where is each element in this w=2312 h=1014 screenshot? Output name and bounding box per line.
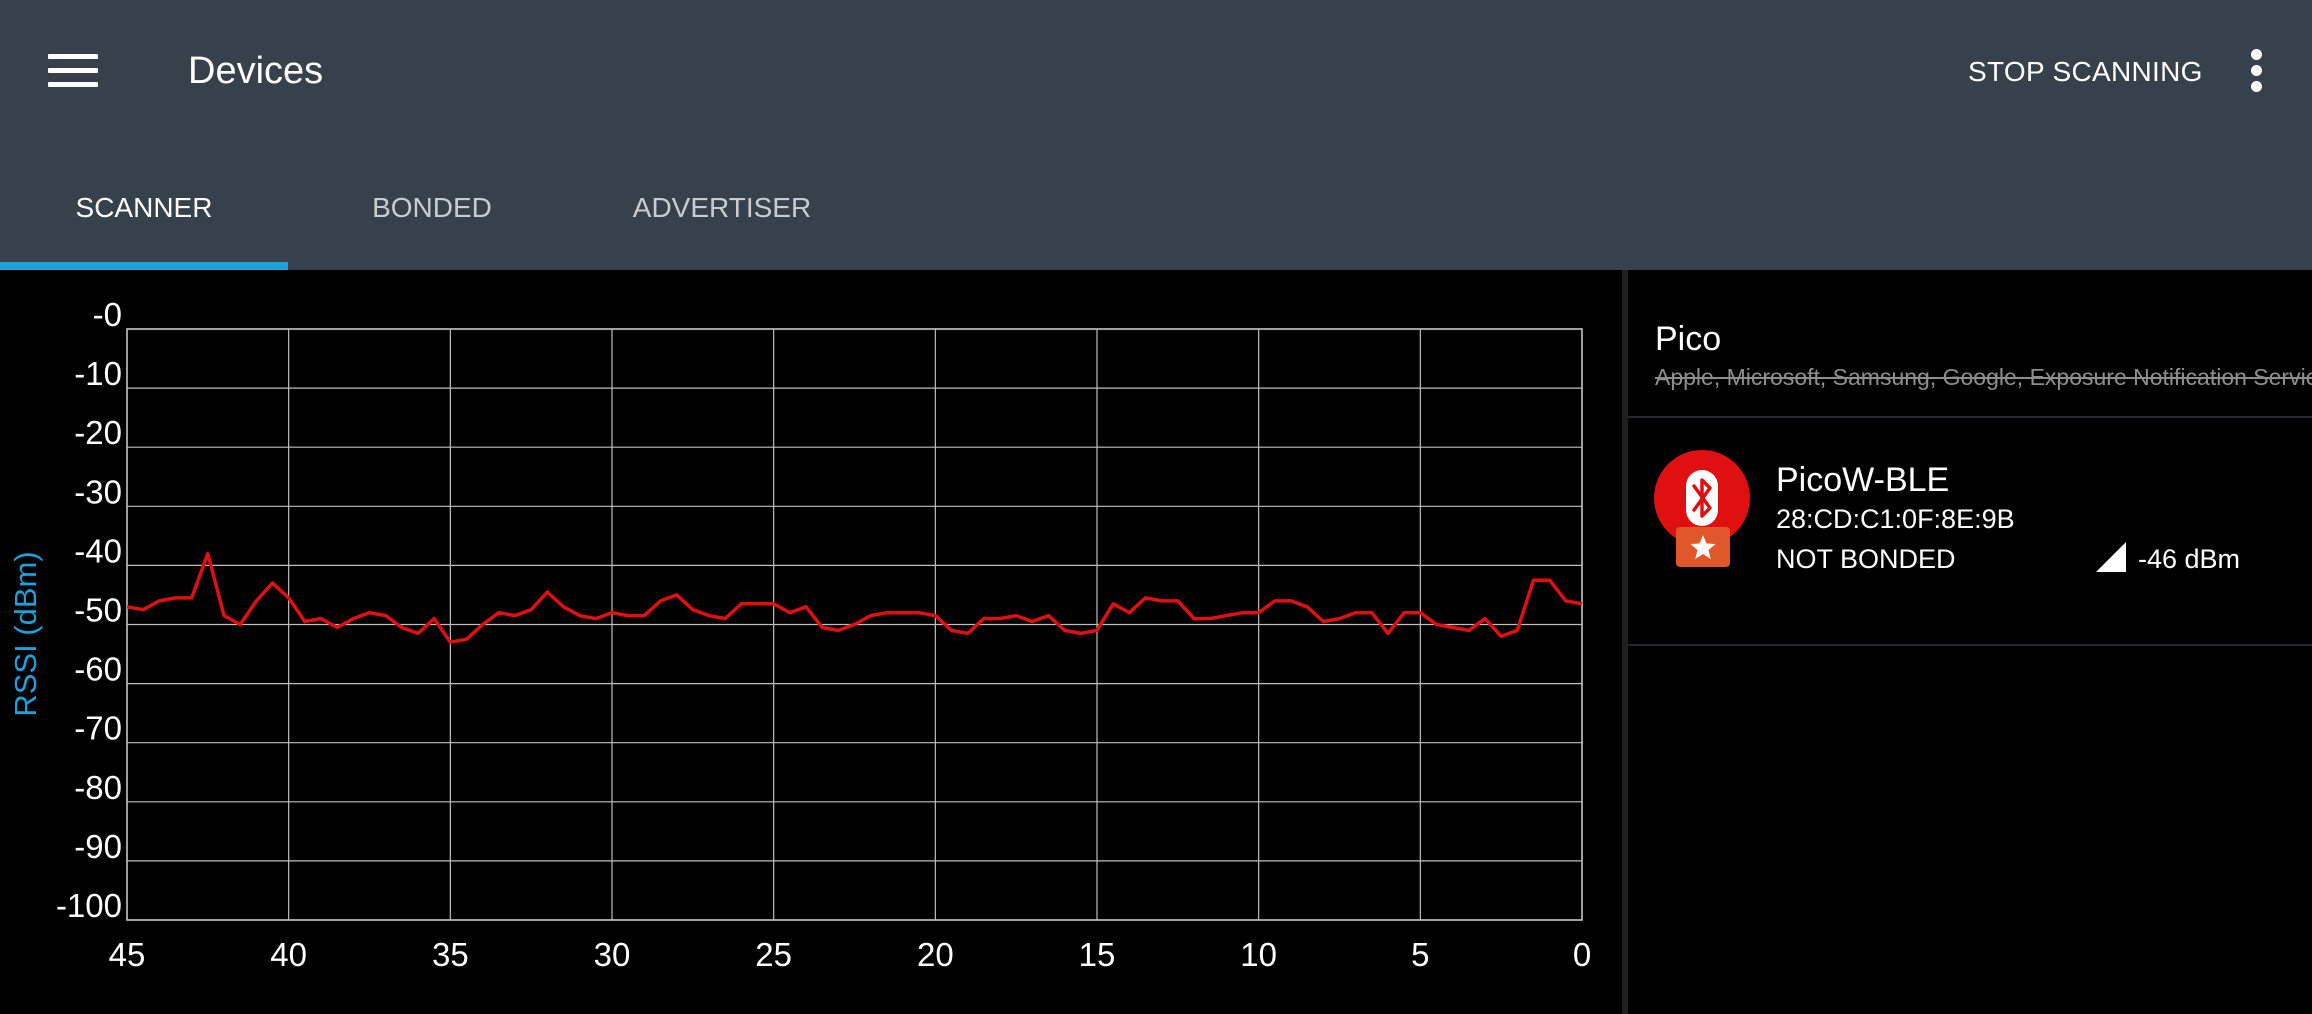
x-tick-label: 5 (1411, 936, 1429, 973)
list-divider (1628, 416, 2312, 418)
hamburger-menu-icon[interactable] (40, 44, 106, 98)
y-tick-label: -10 (74, 355, 122, 392)
y-tick-label: -30 (74, 473, 122, 510)
more-vert-icon[interactable] (2236, 44, 2276, 98)
stop-scanning-button[interactable]: STOP SCANNING (1968, 56, 2203, 87)
x-tick-label: 10 (1240, 936, 1277, 973)
list-divider (1628, 644, 2312, 646)
device-list-item[interactable]: PicoW-BLE 28:CD:C1:0F:8E:9B NOT BONDED -… (1628, 420, 2312, 644)
y-tick-label: -40 (74, 532, 122, 569)
device-address: 28:CD:C1:0F:8E:9B (1776, 504, 2015, 534)
x-tick-label: 0 (1573, 936, 1591, 973)
tab-bonded[interactable]: BONDED (288, 186, 576, 270)
page-title: Devices (188, 50, 324, 92)
rssi-chart: -0 -10 -20 -30 -40 -50 -60 -70 -80 -90 -100 45 40 35… (8, 296, 1592, 973)
y-axis-ticks: -0 -10 -20 -30 -40 -50 -60 -70 -80 -90 -100 (56, 296, 122, 924)
y-tick-label: -50 (74, 592, 122, 629)
app-bar: Devices STOP SCANNING SCANNER BONDED ADV… (0, 0, 2312, 270)
tab-scanner-label: SCANNER (75, 192, 213, 223)
y-tick-label: -70 (74, 710, 122, 747)
chart-series (126, 551, 1583, 644)
bond-state: NOT BONDED (1776, 544, 1956, 574)
x-tick-label: 35 (432, 936, 469, 973)
tab-bonded-label: BONDED (372, 192, 492, 223)
x-tick-label: 25 (755, 936, 792, 973)
signal-strength-icon (2096, 542, 2126, 572)
y-tick-label: -20 (74, 414, 122, 451)
chart-grid (126, 328, 1583, 921)
x-tick-label: 15 (1079, 936, 1116, 973)
rssi-series-line (126, 551, 1583, 644)
filter-title[interactable]: Pico (1655, 320, 1722, 358)
x-tick-label: 30 (594, 936, 631, 973)
filter-subtitle: Apple, Microsoft, Samsung, Google, Expos… (1655, 364, 2312, 390)
x-tick-label: 20 (917, 936, 954, 973)
y-axis-label: RSSI (dBm) (8, 551, 43, 716)
star-icon (1676, 527, 1730, 567)
panel-divider[interactable] (1622, 270, 1628, 1014)
tab-advertiser[interactable]: ADVERTISER (576, 186, 868, 270)
y-tick-label: -0 (93, 296, 122, 333)
x-tick-label: 45 (109, 936, 146, 973)
rssi-graph-panel: -0 -10 -20 -30 -40 -50 -60 -70 -80 -90 -100 45 40 35… (0, 270, 1622, 1014)
active-tab-indicator (0, 262, 288, 270)
y-tick-label: -80 (74, 769, 122, 806)
y-tick-label: -60 (74, 651, 122, 688)
y-tick-label: -100 (56, 887, 122, 924)
device-rssi: -46 dBm (2138, 544, 2241, 574)
device-name: PicoW-BLE (1776, 461, 1950, 499)
x-axis-ticks: 45 40 35 30 25 20 15 10 5 0 (109, 936, 1592, 973)
tab-advertiser-label: ADVERTISER (632, 192, 812, 223)
x-tick-label: 40 (270, 936, 307, 973)
y-tick-label: -90 (74, 828, 122, 865)
device-list-panel: Pico Apple, Microsoft, Samsung, Google, … (1628, 270, 2312, 1014)
tab-scanner[interactable]: SCANNER (0, 186, 288, 270)
